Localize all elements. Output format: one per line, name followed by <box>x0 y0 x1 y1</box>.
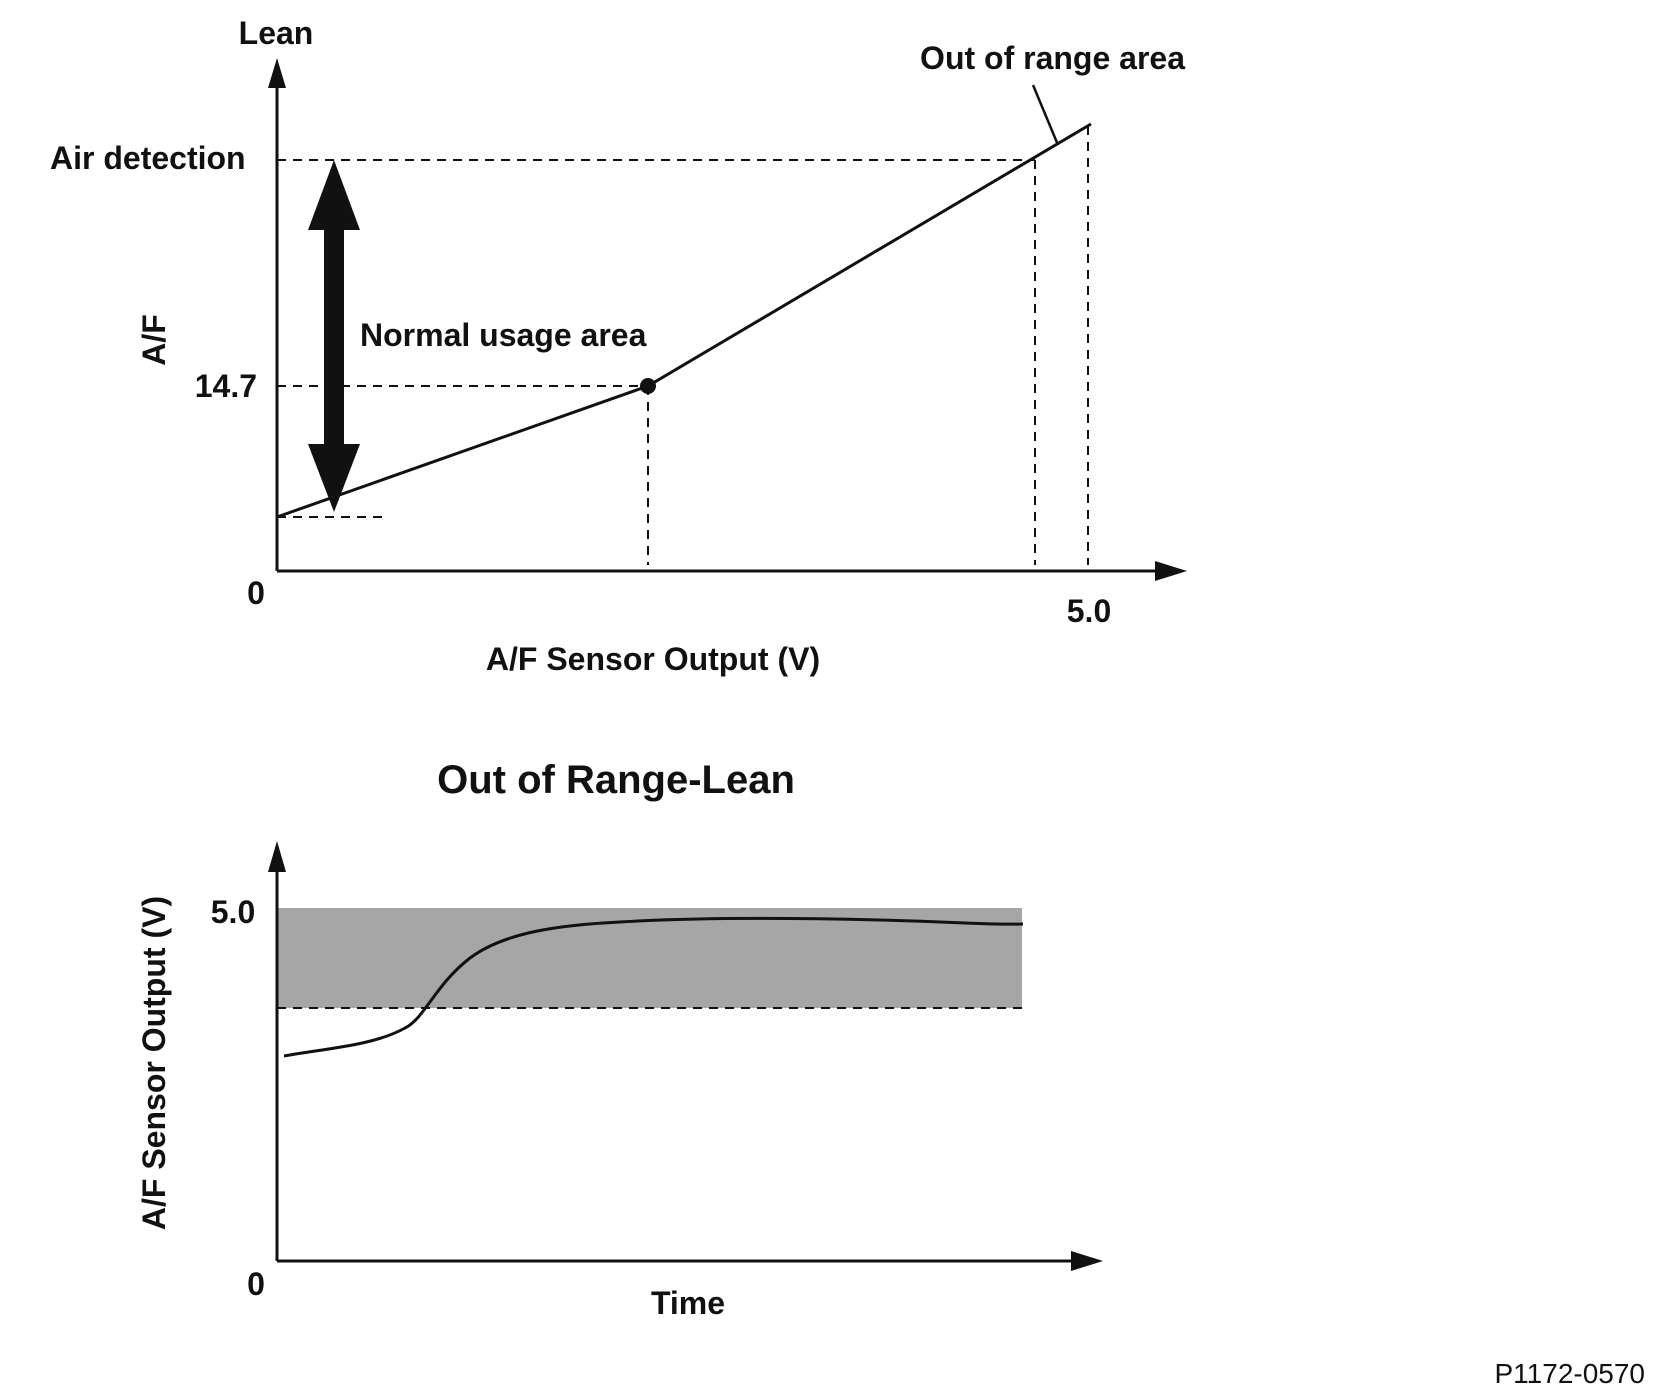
top-x-axis-arrow-icon <box>1155 561 1187 581</box>
out-of-range-leader-line <box>1031 84 1060 146</box>
top-origin-label: 0 <box>247 575 265 611</box>
normal-usage-double-arrow-icon <box>308 160 360 512</box>
bottom-y-axis-label: A/F Sensor Output (V) <box>136 896 172 1230</box>
figure-id: P1172-0570 <box>1495 1358 1646 1389</box>
bottom-y-tick-label: 5.0 <box>211 894 255 930</box>
stoich-point <box>640 378 656 394</box>
bottom-title: Out of Range-Lean <box>437 758 795 802</box>
y-axis-end-label: Lean <box>239 15 314 51</box>
bottom-diagram: Out of Range-Lean 5.0 0 Time A/F Sensor … <box>136 758 1103 1321</box>
air-detection-label: Air detection <box>50 140 246 176</box>
top-diagram: Lean Air detection 14.7 Normal usage are… <box>50 15 1187 677</box>
sensor-output-curve <box>283 916 1024 1058</box>
bottom-x-axis-label: Time <box>651 1285 725 1321</box>
x-tick-label: 5.0 <box>1067 593 1111 629</box>
top-y-axis-arrow-icon <box>268 58 286 88</box>
out-of-range-band <box>277 908 1022 1008</box>
top-x-axis-label: A/F Sensor Output (V) <box>486 641 820 677</box>
stoich-label: 14.7 <box>195 368 257 404</box>
bottom-x-axis-arrow-icon <box>1071 1251 1103 1271</box>
out-of-range-area-label: Out of range area <box>920 40 1185 76</box>
bottom-origin-label: 0 <box>247 1266 265 1302</box>
bottom-y-axis-arrow-icon <box>268 841 286 872</box>
top-y-axis-label: A/F <box>136 314 172 366</box>
normal-usage-area-label: Normal usage area <box>360 317 647 353</box>
